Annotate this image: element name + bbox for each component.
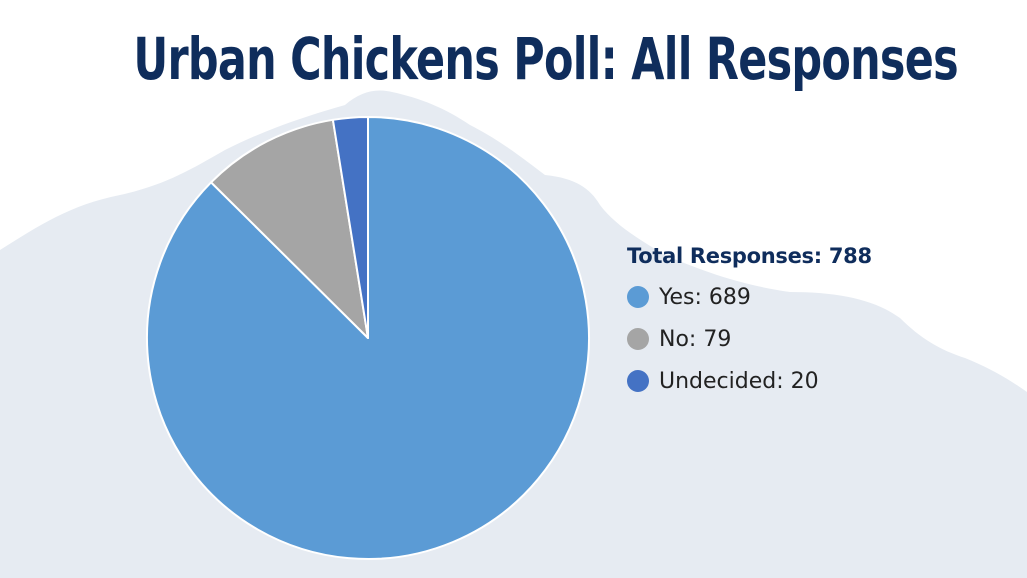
legend-swatch-yes (627, 286, 649, 308)
pie-slice-undecided (331, 116, 369, 339)
legend-swatch-undecided (627, 370, 649, 392)
legend-item-yes: Yes: 689 (627, 276, 872, 318)
legend: Total Responses: 788 Yes: 689 No: 79 Undec… (627, 236, 872, 402)
chart-title: Urban Chickens Poll: All Responses (133, 25, 958, 93)
legend-item-no: No: 79 (627, 318, 872, 360)
legend-label-no: No: 79 (659, 326, 732, 352)
pie-slice-yes (146, 116, 590, 560)
legend-swatch-no (627, 328, 649, 350)
legend-label-undecided: Undecided: 20 (659, 368, 819, 394)
legend-total-responses: Total Responses: 788 (627, 244, 872, 268)
legend-item-undecided: Undecided: 20 (627, 360, 872, 402)
pie-slice-no (210, 118, 369, 339)
legend-label-yes: Yes: 689 (659, 284, 751, 310)
legend-items: Yes: 689 No: 79 Undecided: 20 (627, 276, 872, 402)
